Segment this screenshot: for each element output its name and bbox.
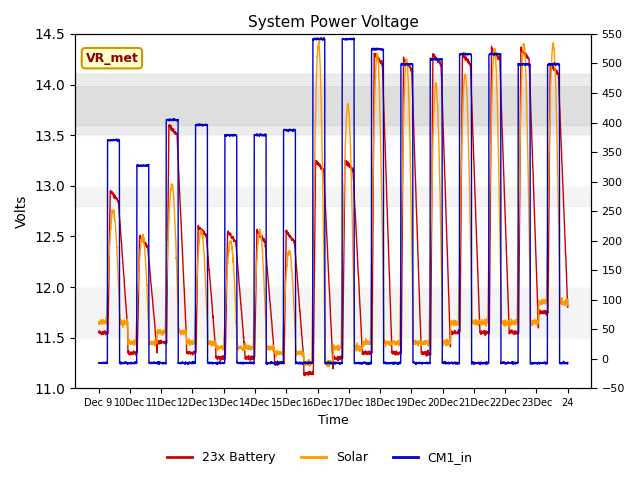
X-axis label: Time: Time bbox=[318, 414, 349, 427]
Bar bbox=[75, 287, 591, 338]
Title: System Power Voltage: System Power Voltage bbox=[248, 15, 419, 30]
Bar bbox=[75, 186, 591, 206]
Text: VR_met: VR_met bbox=[86, 52, 138, 65]
Y-axis label: Volts: Volts bbox=[15, 194, 29, 228]
Legend: 23x Battery, Solar, CM1_in: 23x Battery, Solar, CM1_in bbox=[163, 446, 477, 469]
Bar bbox=[75, 84, 591, 125]
Bar bbox=[75, 74, 591, 135]
